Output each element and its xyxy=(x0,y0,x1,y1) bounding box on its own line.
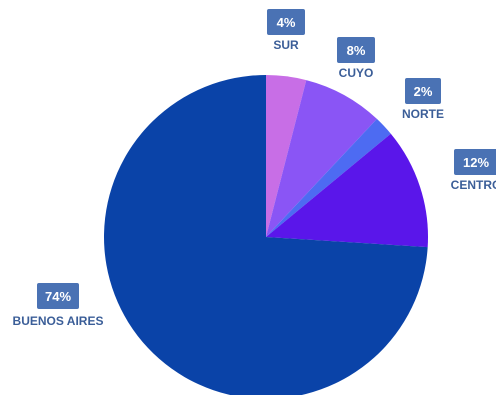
percent-label-sur: 4% xyxy=(277,15,296,30)
percent-label-centro: 12% xyxy=(463,155,489,170)
pie-labels: 4% SUR 8% CUYO 2% NORTE 12% CENTRO 74% BUENOS AIR… xyxy=(13,9,496,328)
category-label-norte: NORTE xyxy=(402,107,444,121)
percent-label-norte: 2% xyxy=(414,84,433,99)
pie-slice-centro xyxy=(266,133,428,248)
pie-slices xyxy=(104,75,428,395)
percent-label-buenos-aires: 74% xyxy=(45,289,71,304)
percent-badge-cuyo xyxy=(337,37,375,63)
percent-label-cuyo: 8% xyxy=(347,43,366,58)
category-label-sur: SUR xyxy=(273,38,299,52)
category-label-buenos-aires: BUENOS AIRES xyxy=(13,314,104,328)
percent-badge-centro xyxy=(454,149,496,175)
pie-slice-buenos-aires xyxy=(104,75,428,395)
percent-badge-sur xyxy=(267,9,305,35)
category-label-cuyo: CUYO xyxy=(339,66,374,80)
pie-slice-norte xyxy=(266,118,391,237)
category-label-centro: CENTRO xyxy=(451,178,496,192)
percent-badge-norte xyxy=(405,78,441,104)
pie-slice-sur xyxy=(266,75,307,237)
pie-slice-cuyo xyxy=(266,80,377,237)
percent-badge-buenos-aires xyxy=(37,283,79,309)
